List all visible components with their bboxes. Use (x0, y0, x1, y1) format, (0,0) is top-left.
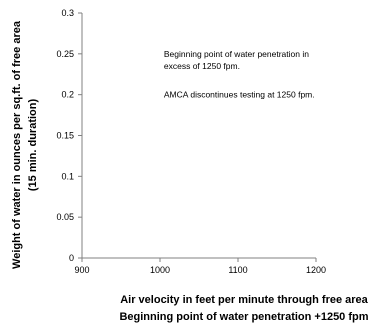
x-axis-label-line2: Beginning point of water penetration +12… (119, 311, 368, 323)
y-tick-label: 0.2 (61, 90, 74, 100)
y-tick-label: 0.05 (56, 212, 74, 222)
x-tick-label: 1200 (306, 265, 326, 275)
annotation-text: Beginning point of water penetration in (164, 49, 309, 59)
y-tick-label: 0.3 (61, 8, 74, 18)
annotation-text: AMCA discontinues testing at 1250 fpm. (164, 90, 315, 100)
annotations: Beginning point of water penetration in e… (164, 49, 315, 100)
x-axis-ticks: 900 1000 1100 1200 (74, 258, 326, 275)
y-tick-label: 0.15 (56, 131, 74, 141)
x-tick-label: 1000 (150, 265, 170, 275)
y-axis-ticks: 0 0.05 0.1 0.15 0.2 0.25 0.3 (56, 8, 82, 263)
y-tick-label: 0.1 (61, 171, 74, 181)
y-tick-label: 0 (69, 253, 74, 263)
x-tick-label: 900 (74, 265, 89, 275)
y-tick-label: 0.25 (56, 49, 74, 59)
y-axis-label: Weight of water in ounces per sq.ft. of … (11, 20, 23, 269)
y-axis-label-line2: (15 min. duration) (27, 99, 39, 192)
x-axis-label: Air velocity in feet per minute through … (120, 294, 368, 306)
annotation-text: excess of 1250 fpm. (164, 61, 240, 71)
x-tick-label: 1100 (228, 265, 247, 275)
